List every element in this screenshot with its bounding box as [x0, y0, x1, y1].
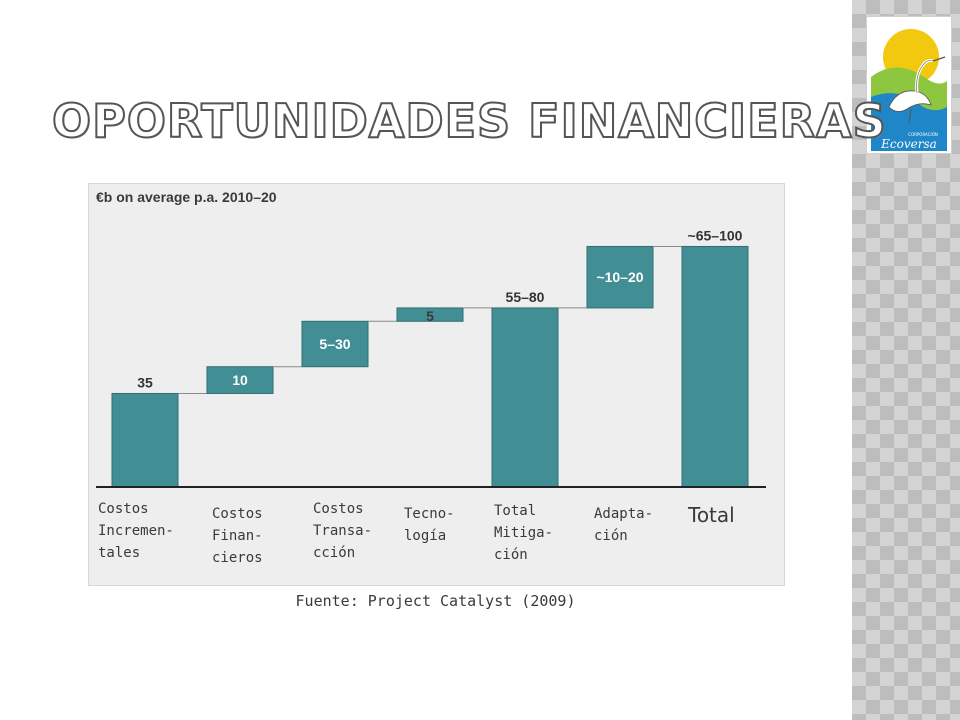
source-note: Fuente: Project Catalyst (2009) — [295, 592, 576, 610]
category-label-2: Costos Finan- cieros — [212, 506, 263, 566]
data-label-5: 55–80 — [506, 289, 545, 305]
category-label-7: Total — [688, 503, 735, 527]
data-label-6: ~10–20 — [596, 269, 643, 285]
chart-title: €b on average p.a. 2010–20 — [96, 189, 277, 205]
data-label-4: 5 — [426, 308, 434, 324]
category-label-3: Costos Transa- cción — [313, 501, 373, 561]
bar-3 — [301, 320, 369, 368]
heron-bird-icon — [888, 56, 946, 124]
bar-6 — [586, 245, 654, 309]
water-shape — [871, 93, 947, 129]
chart-frame — [88, 183, 785, 586]
logo-name: Ecoversa — [880, 137, 937, 151]
bar-2 — [206, 366, 274, 394]
data-label-1: 35 — [137, 374, 153, 390]
bar-1 — [111, 392, 179, 488]
bar-4 — [396, 307, 464, 322]
category-label-1: Costos Incremen- tales — [98, 501, 174, 561]
bar-7 — [681, 245, 749, 488]
logo-small-label: CORPORACIÓN — [908, 132, 938, 137]
bar-5 — [491, 307, 559, 488]
waterfall-chart: €b on average p.a. 2010–20 35 10 5–30 5 55–8… — [96, 189, 766, 488]
data-label-2: 10 — [232, 372, 248, 388]
data-label-7: ~65–100 — [688, 227, 743, 243]
ecoversa-logo: CORPORACIÓN Ecoversa — [866, 16, 952, 154]
category-label-4: Tecno- logía — [404, 506, 455, 544]
category-label-6: Adapta- ción — [594, 506, 654, 544]
category-label-5: Total Mitiga- ción — [494, 503, 554, 563]
slide-title: OPORTUNIDADES FINANCIERAS — [51, 93, 887, 149]
data-label-3: 5–30 — [319, 336, 350, 352]
